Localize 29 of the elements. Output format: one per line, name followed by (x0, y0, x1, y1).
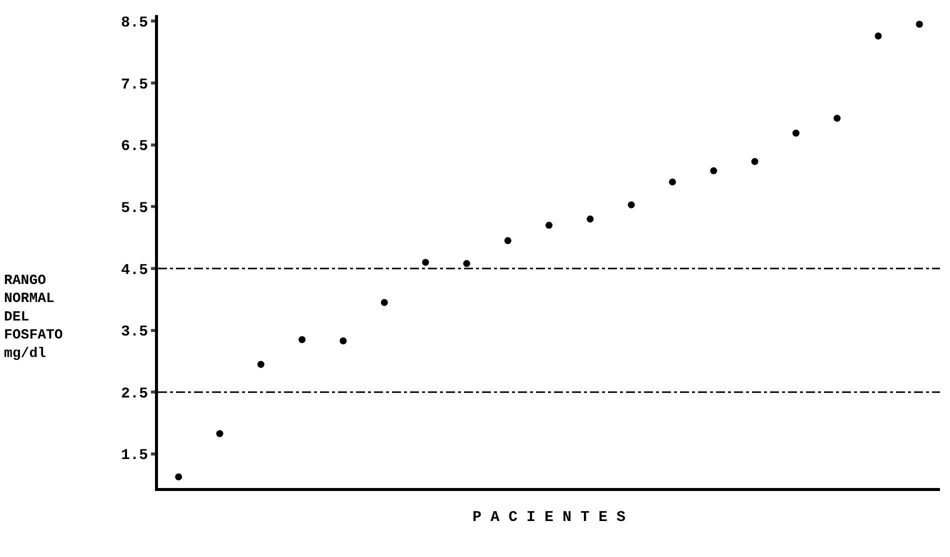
point (710, 167, 718, 174)
point (422, 258, 430, 266)
point (751, 158, 758, 166)
y-tick-label: 6.5 (120, 138, 148, 156)
point (504, 237, 512, 244)
y-axis-title: RANGO NORMAL DEL FOSFATO mg/dl (4, 273, 63, 362)
y-tick-label: 5.5 (120, 200, 148, 217)
y-tick-label: 4.5 (120, 262, 148, 279)
y-tick-label: 8.5 (120, 14, 148, 32)
y-tick-label: 1.5 (120, 447, 148, 464)
y-tick-label: 7.5 (120, 76, 148, 94)
point (668, 178, 676, 186)
point (175, 473, 182, 480)
point (834, 114, 841, 122)
point (546, 222, 552, 229)
point (628, 201, 635, 208)
y-tick-label: 3.5 (120, 324, 148, 341)
point (586, 216, 594, 223)
point (257, 360, 264, 368)
point (792, 130, 800, 137)
y-tick-label: 2.5 (120, 385, 148, 402)
x-axis-title: P A C I E N T E S (472, 508, 626, 526)
point (298, 336, 306, 344)
point (216, 430, 224, 438)
point (380, 299, 388, 306)
point (916, 20, 923, 28)
point (874, 32, 882, 40)
point (463, 260, 470, 268)
point (340, 337, 347, 344)
